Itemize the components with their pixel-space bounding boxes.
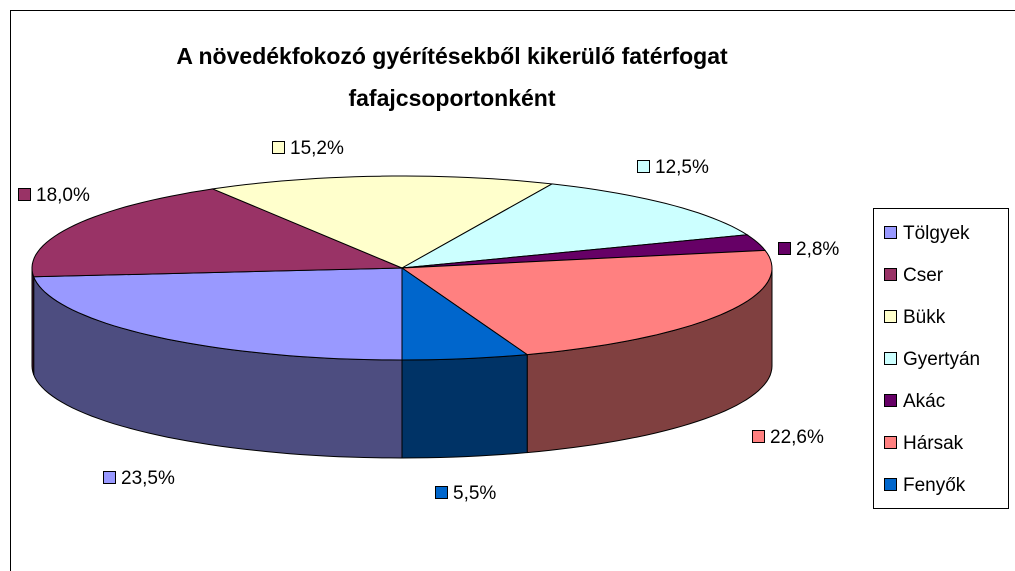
slice xyxy=(210,175,554,269)
legend-swatch xyxy=(884,310,897,323)
label-swatch xyxy=(272,141,285,154)
data-label: 5,5% xyxy=(453,483,496,504)
label-swatch xyxy=(778,242,791,255)
label-swatch xyxy=(637,160,650,173)
label-swatch xyxy=(18,188,31,201)
chart-title: A növedékfokozó gyérítésekből kikerülő f… xyxy=(176,43,728,69)
data-label: 23,5% xyxy=(121,468,175,489)
label-swatch xyxy=(435,486,448,499)
slice xyxy=(31,188,403,278)
chart-title: fafajcsoportonként xyxy=(348,85,555,111)
label-swatch xyxy=(103,471,116,484)
data-label: 15,2% xyxy=(290,138,344,159)
legend-swatch xyxy=(884,226,897,239)
data-label: 18,0% xyxy=(36,185,90,206)
slice-side xyxy=(401,354,528,459)
legend-swatch xyxy=(884,394,897,407)
legend-label: Bükk xyxy=(903,307,946,328)
legend-label: Tölgyek xyxy=(903,223,970,244)
legend-label: Fenyők xyxy=(903,475,966,496)
legend-label: Gyertyán xyxy=(903,349,980,370)
legend-swatch xyxy=(884,352,897,365)
slice xyxy=(401,183,749,269)
legend-swatch xyxy=(884,268,897,281)
slice xyxy=(400,249,773,356)
legend-label: Hársak xyxy=(903,433,964,454)
data-label: 22,6% xyxy=(770,427,824,448)
chart-frame xyxy=(10,10,1015,571)
legend-label: Cser xyxy=(903,265,944,286)
label-swatch xyxy=(752,430,765,443)
data-label: 12,5% xyxy=(655,157,709,178)
slice xyxy=(401,234,767,269)
data-label: 2,8% xyxy=(796,239,839,260)
slice-side xyxy=(31,267,35,375)
slice xyxy=(32,267,403,361)
legend-swatch xyxy=(884,436,897,449)
legend-swatch xyxy=(884,478,897,491)
slice xyxy=(401,267,529,361)
legend-label: Akác xyxy=(903,391,945,412)
